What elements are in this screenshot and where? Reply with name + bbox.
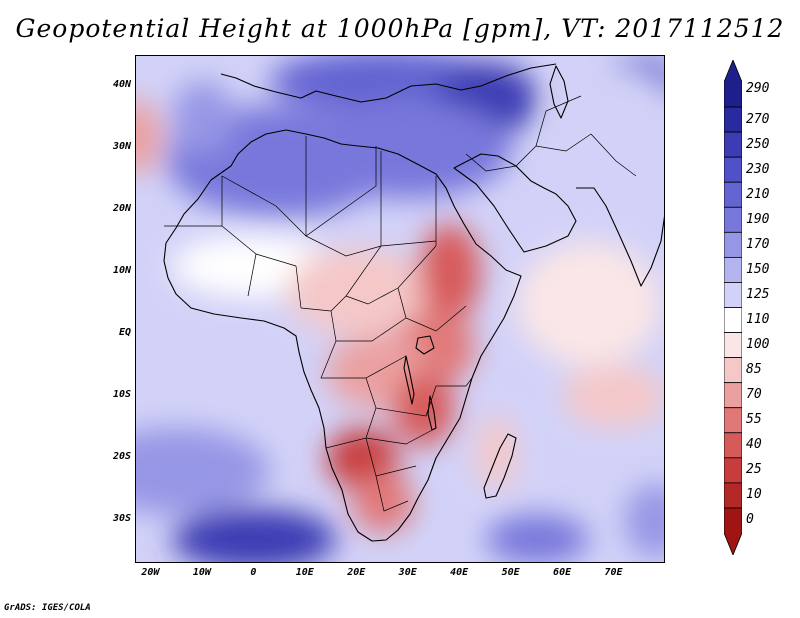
field-blob-13	[393, 371, 456, 447]
coastline-madagascar	[483, 433, 517, 499]
geopotential-field	[136, 56, 664, 562]
map-title: Geopotential Height at 1000hPa [gpm], VT…	[15, 14, 785, 43]
colorbar-swatch	[724, 407, 742, 434]
lon-tick-label: 0	[250, 567, 257, 578]
colorbar-swatch	[724, 357, 742, 384]
lake-tanganyika	[403, 355, 415, 405]
colorbar-level-label: 270	[746, 111, 770, 127]
field-blob-15	[352, 471, 414, 534]
lon-tick-label: 70E	[604, 567, 623, 578]
colorbar	[724, 60, 742, 555]
lat-tick-label: EQ	[118, 326, 131, 338]
colorbar-level-label: 190	[746, 211, 770, 227]
colorbar-level-label: 110	[746, 312, 770, 328]
colorbar-level-label: 100	[746, 337, 770, 353]
colorbar-level-label: 10	[746, 487, 762, 503]
field-contours	[136, 56, 664, 562]
colorbar-swatch	[724, 60, 742, 108]
colorbar-level-label: 210	[746, 186, 770, 202]
colorbar-swatch	[724, 282, 742, 308]
colorbar-swatch	[724, 457, 742, 484]
lon-tick-label: 20E	[347, 567, 366, 578]
lon-tick-label: 60E	[553, 567, 572, 578]
colorbar-level-label: 40	[746, 437, 762, 453]
coastline-africa	[163, 129, 522, 542]
colorbar-swatch	[724, 106, 742, 133]
lat-tick-label: 20N	[112, 202, 131, 214]
field-blob-4	[305, 99, 512, 199]
coastline-caspian	[549, 65, 569, 119]
colorbar-swatch	[724, 256, 742, 283]
lat-tick-label: 20S	[112, 450, 131, 462]
colorbar-level-label: 55	[746, 412, 762, 428]
colorbar-level-label: 70	[746, 387, 762, 403]
lake-victoria	[415, 335, 435, 355]
colorbar-swatch	[724, 156, 742, 183]
lat-tick-label: 10S	[112, 388, 131, 400]
country-borders	[164, 95, 637, 512]
colorbar-swatch	[724, 507, 742, 555]
colorbar-swatch	[724, 181, 742, 208]
field-blob-16	[516, 241, 661, 366]
footer-credit: GrADS: IGES/COLA	[4, 603, 91, 613]
colorbar-level-label: 150	[746, 261, 770, 277]
border-lines-middle-east	[465, 95, 637, 182]
field-blob-10	[419, 223, 481, 323]
lon-tick-label: 30E	[398, 567, 417, 578]
field-blob-22	[624, 483, 664, 558]
lat-tick-label: 40N	[112, 78, 131, 90]
lat-tick-label: 30N	[112, 140, 131, 152]
field-blob-19	[136, 427, 270, 515]
field-blob-18	[475, 415, 517, 490]
coastlines	[163, 63, 664, 542]
field-blob-9	[285, 248, 430, 335]
colorbar-swatch	[724, 231, 742, 258]
colorbar-level-label: 0	[746, 512, 754, 528]
colorbar-level-label: 170	[746, 236, 770, 252]
colorbar-level-label: 85	[746, 362, 762, 378]
colorbar-swatch	[724, 131, 742, 158]
colorbar-swatch	[724, 206, 742, 233]
colorbar-level-label: 25	[746, 462, 762, 478]
coastline-arabia	[453, 153, 577, 253]
colorbar-swatch	[724, 432, 742, 459]
lon-tick-label: 40E	[450, 567, 469, 578]
lat-tick-label: 10N	[112, 264, 131, 276]
map-panel	[135, 55, 665, 563]
field-blob-6	[172, 80, 234, 156]
lat-tick-label: 30S	[112, 512, 131, 524]
field-blob-5	[552, 68, 664, 168]
field-blob-20	[172, 508, 337, 562]
colorbar-swatch	[724, 382, 742, 409]
colorbar-level-label: 230	[746, 161, 770, 177]
lon-tick-label: 10W	[192, 567, 211, 578]
field-blob-17	[563, 365, 664, 428]
colorbar-swatch	[724, 307, 742, 333]
lon-tick-label: 10E	[295, 567, 314, 578]
colorbar-level-label: 125	[746, 286, 770, 302]
field-blob-7	[136, 99, 162, 174]
coastline-india	[576, 187, 664, 287]
lon-tick-label: 20W	[141, 567, 160, 578]
colorbar-level-label: 290	[746, 80, 770, 96]
colorbar-level-label: 250	[746, 136, 770, 152]
colorbar-swatch	[724, 332, 742, 359]
field-blob-21	[485, 514, 589, 562]
lon-tick-label: 50E	[501, 567, 520, 578]
border-lines-central	[300, 245, 473, 512]
coastline-europe	[220, 63, 557, 103]
colorbar-swatch	[724, 482, 742, 509]
